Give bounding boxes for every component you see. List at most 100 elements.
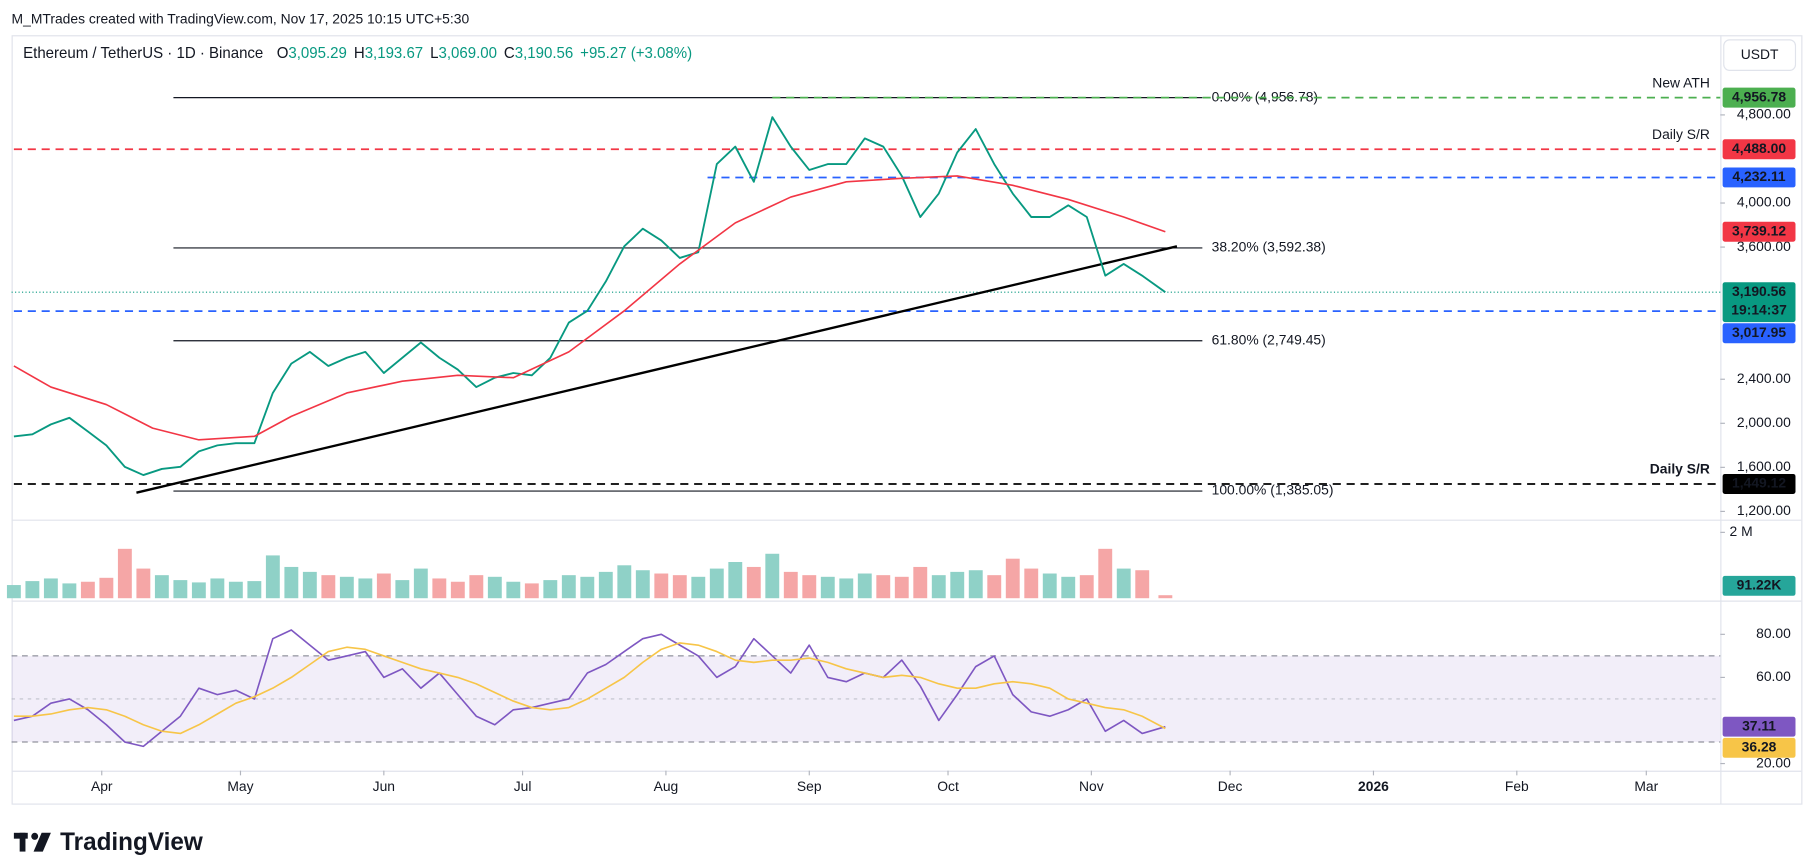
price-badge-label: 4,956.78	[1732, 88, 1786, 104]
price-badge	[1722, 716, 1796, 737]
price-badge	[1722, 167, 1796, 188]
ohlc-value: 3,069.00	[438, 45, 496, 62]
fib-label: 100.00% (1,385.05)	[1212, 482, 1334, 498]
volume-bar	[487, 576, 502, 599]
volume-bar	[1024, 568, 1039, 599]
level-label: New ATH	[1652, 74, 1710, 90]
volume-bar	[1158, 595, 1173, 599]
currency[interactable]: USDT	[1741, 46, 1779, 62]
volume-bar	[413, 568, 428, 599]
volume-bar	[450, 581, 465, 599]
volume-bar	[931, 575, 946, 599]
volume-bar	[321, 575, 336, 599]
volume-bar	[1005, 558, 1020, 599]
price-badge-label: 37.11	[1742, 717, 1776, 733]
series-line	[13, 642, 1166, 735]
volume-bar	[561, 575, 576, 599]
volume-bar	[1042, 573, 1057, 599]
volume-bar	[469, 575, 484, 599]
volume-bar	[136, 568, 151, 599]
volume-bar	[265, 555, 280, 599]
volume-bar	[728, 561, 743, 599]
volume-bar	[1079, 575, 1094, 599]
volume-bar	[1116, 568, 1131, 599]
series-line	[13, 116, 1166, 476]
volume-bar	[746, 566, 761, 599]
y-tick-label: 2 M	[1730, 523, 1753, 539]
volume-bar	[802, 575, 817, 599]
volume-bar	[173, 580, 188, 599]
volume-bar	[580, 576, 595, 599]
change: +95.27 (+3.08%)	[580, 45, 692, 62]
volume-bar	[820, 576, 835, 599]
price-badge	[1722, 221, 1796, 242]
symbol-legend: Ethereum / TetherUS · 1D · Binance O3,09…	[23, 45, 692, 62]
x-tick-label: Nov	[1079, 778, 1104, 794]
x-tick-label: Jun	[373, 778, 395, 794]
volume-bar	[191, 582, 206, 599]
fib-label: 38.20% (3,592.38)	[1212, 239, 1326, 255]
volume-bar	[376, 573, 391, 599]
price-badge-label: 1,449.12	[1732, 475, 1786, 491]
volume-bar	[950, 571, 965, 599]
y-tick-label: 80.00	[1756, 625, 1791, 641]
volume-bar	[1061, 576, 1076, 599]
x-tick-label: Apr	[91, 778, 113, 794]
price-badge	[1722, 139, 1796, 160]
y-tick-label: 2,400.00	[1737, 370, 1791, 386]
ohlc-key: C	[504, 45, 515, 62]
volume-bar	[691, 576, 706, 599]
volume-bar	[968, 570, 983, 599]
panel-frame	[11, 35, 1803, 805]
price-badge	[1722, 282, 1796, 323]
price-badge-label: 3,190.56	[1732, 283, 1786, 299]
y-tick-label: 20.00	[1756, 754, 1791, 770]
ohlc-key: H	[354, 45, 365, 62]
volume-bar	[210, 578, 225, 599]
x-tick-label: May	[227, 778, 253, 794]
price-badge	[1722, 323, 1796, 344]
logo-part	[33, 832, 51, 852]
volume-bar	[654, 573, 669, 599]
volume-bar	[543, 580, 558, 599]
price-badge	[1722, 737, 1796, 758]
price-badge-label: 4,488.00	[1732, 140, 1786, 156]
x-tick-label: Mar	[1634, 778, 1658, 794]
volume-bar	[117, 548, 132, 599]
level-label: Daily S/R	[1650, 461, 1710, 477]
ohlc-value: 3,190.56	[515, 45, 573, 62]
x-tick-label: Oct	[937, 778, 959, 794]
price-badge-label: 91.22K	[1737, 576, 1782, 592]
credit: M_MTrades created with TradingView.com, …	[12, 11, 470, 27]
volume-bar	[524, 583, 539, 599]
volume-bar	[43, 578, 58, 599]
series-line	[13, 629, 1166, 748]
volume-bar	[672, 575, 687, 599]
logo-part	[31, 832, 39, 840]
price-badge-label: 4,232.11	[1732, 168, 1785, 184]
volume-bar	[432, 578, 447, 599]
volume-bar	[339, 576, 354, 599]
price-badge	[1722, 473, 1796, 494]
series-line	[13, 175, 1166, 441]
volume-bar	[876, 575, 891, 599]
volume-bar	[99, 577, 114, 599]
y-tick-label: 60.00	[1756, 668, 1791, 684]
volume-bar	[284, 566, 299, 599]
x-tick-label: Sep	[797, 778, 822, 794]
volume-bar	[765, 553, 780, 599]
y-tick-label: 1,600.00	[1737, 458, 1791, 474]
price-badge-label: 36.28	[1742, 738, 1777, 754]
currency-button[interactable]	[1723, 39, 1797, 71]
volume-bar	[25, 581, 40, 599]
brand: TradingView	[60, 829, 204, 856]
volume-bar	[506, 581, 521, 599]
volume-bar	[247, 581, 262, 599]
x-tick-label: 2026	[1358, 778, 1389, 794]
x-tick-label: Jul	[514, 778, 532, 794]
volume-bar	[987, 575, 1002, 599]
volume-bar	[894, 576, 909, 599]
symbol: Ethereum / TetherUS · 1D · Binance	[23, 45, 263, 62]
volume-bar	[857, 573, 872, 599]
